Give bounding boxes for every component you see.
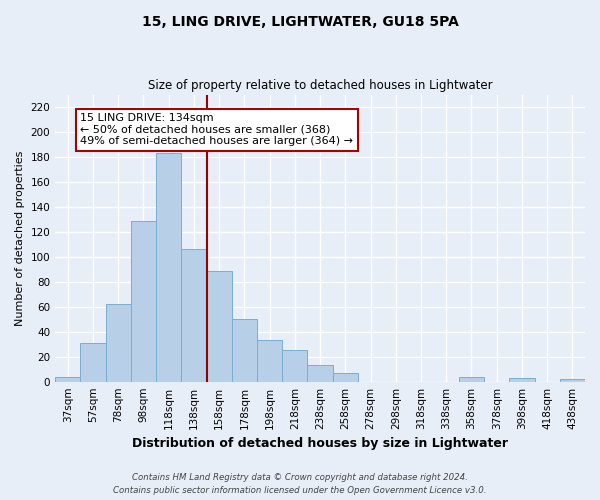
Bar (560, 379, 585, 382)
Y-axis label: Number of detached properties: Number of detached properties (15, 150, 25, 326)
Text: 15 LING DRIVE: 134sqm
← 50% of detached houses are smaller (368)
49% of semi-det: 15 LING DRIVE: 134sqm ← 50% of detached … (80, 114, 353, 146)
Text: 15, LING DRIVE, LIGHTWATER, GU18 5PA: 15, LING DRIVE, LIGHTWATER, GU18 5PA (142, 15, 458, 29)
Bar (232, 320, 257, 382)
Bar (257, 340, 282, 382)
Text: Contains HM Land Registry data © Crown copyright and database right 2024.
Contai: Contains HM Land Registry data © Crown c… (113, 474, 487, 495)
Bar (282, 350, 307, 382)
Bar (307, 366, 332, 382)
Bar (106, 304, 131, 382)
Bar (55, 376, 80, 382)
Bar (332, 373, 358, 382)
Bar (509, 378, 535, 382)
Title: Size of property relative to detached houses in Lightwater: Size of property relative to detached ho… (148, 79, 493, 92)
Bar (181, 250, 206, 382)
Bar (206, 270, 232, 382)
Bar (156, 153, 181, 382)
X-axis label: Distribution of detached houses by size in Lightwater: Distribution of detached houses by size … (132, 437, 508, 450)
Bar (131, 220, 156, 382)
Bar (459, 376, 484, 382)
Bar (80, 343, 106, 382)
